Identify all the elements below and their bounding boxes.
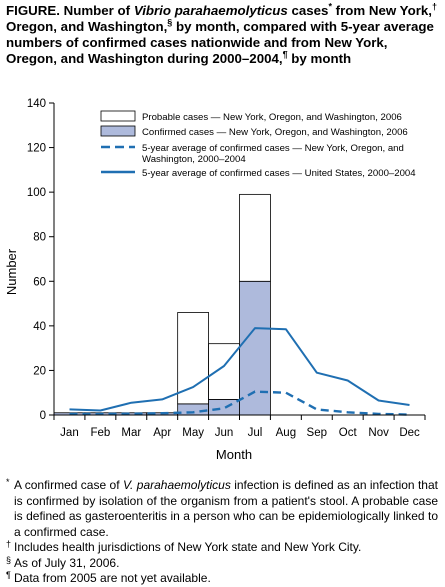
- title-part3: Oregon, and Washington,: [6, 19, 168, 34]
- legend-label-1: Probable cases — New York, Oregon, and W…: [142, 112, 402, 123]
- y-tick-label-80: 80: [33, 232, 46, 244]
- x-tick-label-jul: Jul: [248, 427, 263, 439]
- confirmed-bar-jul: [239, 280, 271, 416]
- y-tick-label-20: 20: [33, 365, 46, 377]
- probable-bar-may: [177, 312, 209, 405]
- legend-label-4: 5-year average of confirmed cases — Unit…: [142, 168, 416, 179]
- title-mark2: †: [431, 1, 437, 12]
- footnote-4: ¶ Data from 2005 are not yet available.: [6, 570, 438, 587]
- x-tick-label-may: May: [182, 427, 204, 439]
- x-tick-label-feb: Feb: [90, 427, 110, 439]
- footnote-3-mark: §: [6, 554, 12, 565]
- title-prefix: FIGURE. Number of: [6, 3, 134, 18]
- y-tick-label-100: 100: [27, 187, 46, 199]
- line-us-average: [69, 327, 410, 412]
- x-tick-label-nov: Nov: [368, 427, 389, 439]
- legend-swatch-confirmed: [100, 125, 136, 137]
- title-mark3: §: [167, 17, 173, 28]
- figure-title: FIGURE. Number of Vibrio parahaemolyticu…: [6, 1, 440, 67]
- footnote-1-italic: V. parahaemolyticus: [122, 478, 231, 492]
- chart-svg: 0 20 40 60 80 100 120 140 Jan Feb Mar Apr May Jun Jul A…: [4, 98, 426, 462]
- confirmed-bar-jun: [208, 398, 240, 416]
- lines-group: [69, 327, 410, 416]
- x-tick-label-sep: Sep: [307, 427, 327, 439]
- title-mark1: *: [328, 1, 332, 12]
- title-part1: cases: [287, 3, 329, 18]
- x-tick-label-aug: Aug: [276, 427, 296, 439]
- title-part2: from New York,: [331, 3, 432, 18]
- y-tick-label-40: 40: [33, 321, 46, 333]
- title-organism: Vibrio parahaemolyticus: [133, 3, 288, 18]
- x-tick-label-mar: Mar: [121, 427, 141, 439]
- footnote-2: † Includes health jurisdictions of New Yo…: [6, 539, 438, 556]
- legend-label-3: 5-year average of confirmed cases — New …: [142, 143, 404, 154]
- footnote-1-pre: A confirmed case of: [14, 478, 123, 492]
- x-tick-label-oct: Oct: [339, 427, 358, 439]
- x-tick-label-jun: Jun: [215, 427, 234, 439]
- y-tick-label-0: 0: [40, 410, 46, 422]
- probable-bar-jul: [239, 193, 271, 282]
- footnote-3-text: As of July 31, 2006.: [14, 555, 120, 570]
- line-nyorwa-average: [69, 390, 410, 416]
- legend-label-2: Confirmed cases — New York, Oregon, and …: [142, 127, 408, 138]
- x-tick-label-jan: Jan: [60, 427, 79, 439]
- y-tick-label-120: 120: [27, 143, 46, 155]
- x-tick-label-apr: Apr: [153, 427, 171, 439]
- title-mark4: ¶: [282, 49, 288, 60]
- y-tick-label-140: 140: [27, 98, 46, 110]
- bars-group: [53, 193, 271, 416]
- y-tick-label-60: 60: [33, 276, 46, 288]
- x-tick-label-dec: Dec: [399, 427, 420, 439]
- x-axis-label: Month: [216, 447, 252, 462]
- footnote-4-text: Data from 2005 are not yet available.: [14, 571, 211, 585]
- footnote-2-text: Includes health jurisdictions of New Yor…: [14, 540, 362, 554]
- legend-swatch-probable: [100, 110, 136, 122]
- title-part4: by month, compared with 5-year average n…: [6, 19, 434, 66]
- footnote-1-mark: *: [6, 477, 10, 487]
- footnote-1: * A confirmed case of V. parahaemolyticus…: [6, 477, 438, 540]
- footnote-1-post: infection is defined as an infection tha…: [14, 478, 438, 539]
- title-part5: by month: [287, 51, 352, 66]
- legend-group: Probable cases — New York, Oregon, and W…: [100, 110, 416, 179]
- y-axis-label: Number: [4, 248, 19, 295]
- footnote-2-mark: †: [6, 539, 12, 549]
- legend-label-3-line2: Washington, 2000–2004: [142, 154, 246, 165]
- footnote-4-mark: ¶: [6, 570, 11, 580]
- axes-group: 0 20 40 60 80 100 120 140 Jan Feb Mar Apr May Jun Jul A…: [27, 98, 426, 439]
- footnote-3: § As of July 31, 2006.: [6, 554, 438, 572]
- footnotes: * A confirmed case of V. parahaemolyticus…: [6, 477, 438, 587]
